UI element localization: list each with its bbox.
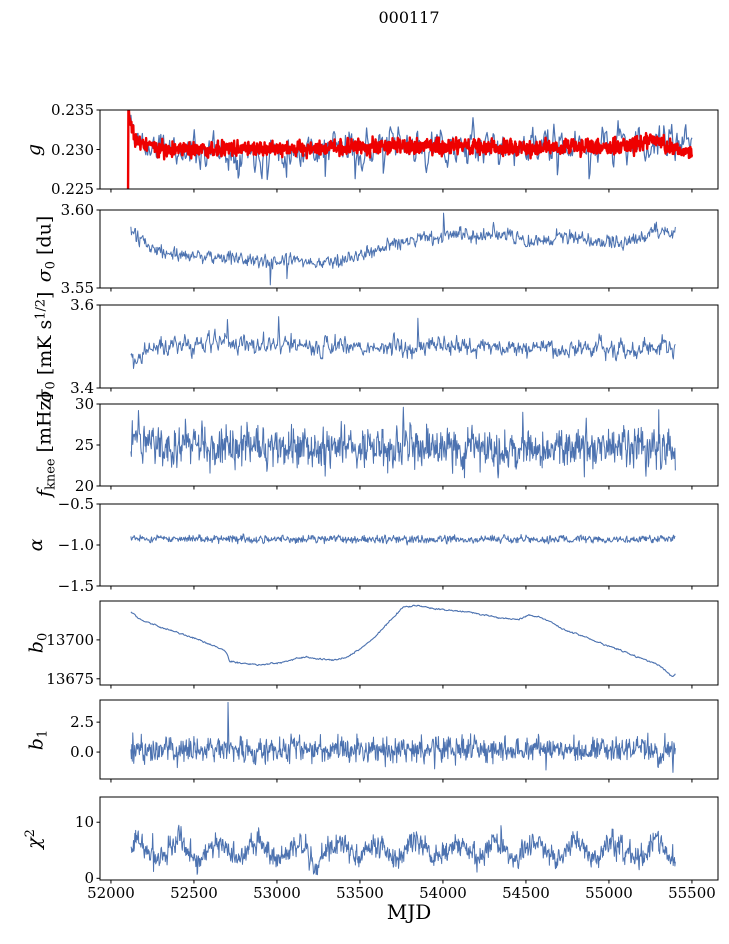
- x-axis-label: MJD: [386, 900, 432, 924]
- y-axis-label-segment: [mK s: [33, 319, 56, 381]
- g-axes-frame: [99, 109, 719, 190]
- alpha-line: [130, 533, 676, 546]
- y-tick-label: 13675: [46, 669, 94, 688]
- y-axis-label-segment: b: [25, 737, 48, 750]
- b1-ticks: [96, 721, 693, 783]
- y-tick-label: 0.235: [51, 101, 94, 119]
- y-tick-label: 2.5: [70, 713, 94, 732]
- g-ticks: [96, 109, 693, 193]
- alpha-axes-frame: [99, 503, 719, 587]
- y-tick-label: 3.6: [70, 296, 94, 314]
- y-tick-label: 0.230: [51, 140, 94, 159]
- b0-ticks: [96, 639, 693, 689]
- y-tick-label: 3.55: [60, 279, 94, 297]
- b0-axes-frame: [99, 600, 719, 686]
- sigma0_mks-ticks: [96, 304, 693, 392]
- chart-title: 000117: [378, 8, 440, 27]
- fknee-y-axis-label: fknee [mHz]: [34, 393, 59, 497]
- y-axis-label-segment: [du]: [33, 215, 56, 262]
- y-tick-label: 10: [74, 813, 94, 832]
- y-tick-label: 3.4: [70, 379, 94, 397]
- g-y-axis-label: g: [23, 143, 45, 155]
- y-tick-label: 0.0: [70, 743, 94, 762]
- x-tick-label: 54500: [502, 884, 550, 902]
- x-tick-label: 55000: [585, 884, 633, 902]
- y-tick-label: 0: [84, 869, 94, 888]
- chi2-axes-frame: [99, 796, 719, 881]
- y-axis-label-segment: 0: [43, 380, 59, 389]
- y-axis-label-segment: 0: [35, 632, 51, 642]
- y-axis-label-segment: b: [25, 641, 48, 654]
- y-axis-label-segment: 1: [35, 729, 51, 738]
- fknee-axes-frame: [99, 403, 719, 487]
- chi2-line: [130, 824, 676, 876]
- y-tick-label: −1.0: [57, 536, 94, 554]
- x-tick-label: 52000: [87, 884, 135, 902]
- y-axis-label-segment: [mHz]: [33, 393, 56, 459]
- y-axis-label-segment: g: [23, 143, 45, 156]
- sigma0_du-ticks: [96, 209, 693, 292]
- x-tick-label: 52500: [170, 884, 218, 902]
- fknee-ticks: [96, 403, 693, 490]
- sigma0_mks-axes-frame: [99, 304, 719, 389]
- b1-line: [130, 701, 676, 773]
- chi2-ticks: [96, 821, 693, 884]
- sigma0-du-line: [130, 212, 676, 286]
- y-axis-label-segment: α: [25, 538, 47, 552]
- sigma0-mks-line: [130, 316, 676, 369]
- y-axis-label-segment: ]: [33, 291, 56, 299]
- y-axis-label-segment: 1/2: [33, 298, 49, 320]
- fknee-line: [130, 406, 676, 479]
- g-smoothed-red-line: [126, 110, 694, 189]
- chi2-y-axis-label: χ2: [23, 829, 45, 849]
- sigma0_du-y-axis-label: σ0 [du]: [34, 216, 59, 282]
- y-tick-label: 13700: [46, 630, 94, 649]
- b0-line: [130, 604, 676, 678]
- y-axis-label-segment: σ: [33, 269, 56, 283]
- sigma0_du-axes-frame: [99, 209, 719, 289]
- x-tick-label: 53000: [253, 884, 301, 902]
- x-tick-label: 54000: [419, 884, 467, 902]
- alpha-y-axis-label: α: [25, 539, 47, 552]
- y-tick-label: 3.60: [60, 201, 94, 219]
- b0-y-axis-label: b0: [26, 633, 51, 653]
- y-axis-label-segment: 0: [43, 261, 59, 270]
- y-tick-label: 25: [74, 436, 94, 454]
- x-tick-label: 53500: [336, 884, 384, 902]
- x-tick-label: 55500: [668, 884, 716, 902]
- alpha-ticks: [96, 503, 693, 590]
- b1-axes-frame: [99, 699, 719, 780]
- y-axis-label-segment: knee: [43, 458, 59, 490]
- b1-y-axis-label: b1: [26, 729, 51, 749]
- y-tick-label: 20: [74, 477, 94, 495]
- y-tick-label: −0.5: [57, 495, 94, 513]
- y-tick-label: 0.225: [51, 180, 94, 198]
- y-tick-label: 30: [74, 395, 94, 413]
- y-tick-label: −1.5: [57, 577, 94, 595]
- y-axis-label-segment: 2: [22, 828, 38, 837]
- sigma0_mks-y-axis-label: σ0 [mK s1/2]: [33, 291, 58, 402]
- y-axis-label-segment: χ: [23, 836, 46, 849]
